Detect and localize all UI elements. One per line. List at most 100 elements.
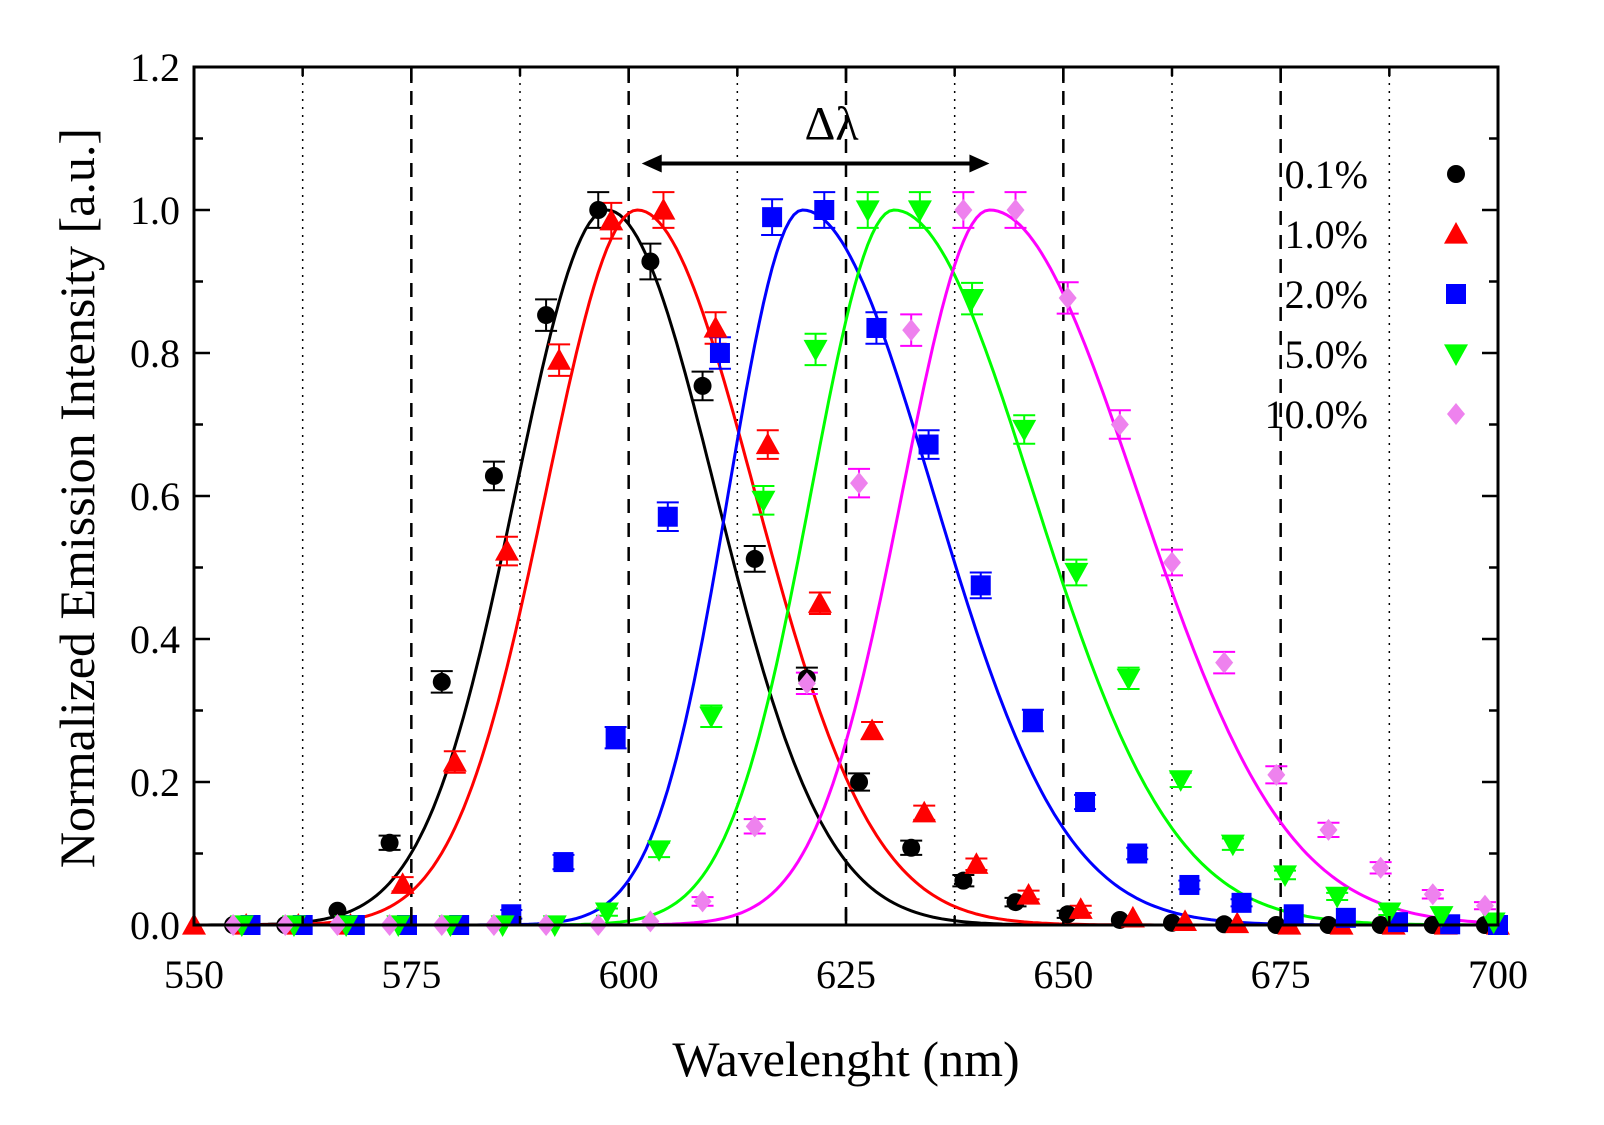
x-tick-label: 625 [816, 952, 876, 997]
y-tick-label: 0.0 [130, 903, 180, 948]
data-point-2.0% [814, 200, 835, 220]
x-tick-label: 650 [1033, 952, 1093, 997]
data-point-10.0% [954, 199, 973, 221]
data-point-10.0% [902, 319, 921, 342]
data-point-1.0% [442, 749, 467, 772]
data-point-10.0% [1215, 651, 1234, 674]
data-point-0.1% [693, 376, 712, 395]
axis-ticks [192, 65, 1500, 927]
data-point-5.0% [960, 289, 985, 311]
data-point-1.0% [651, 198, 676, 220]
data-point-10.0% [1058, 286, 1077, 309]
data-point-5.0% [1012, 419, 1037, 442]
data-point-0.1% [1006, 893, 1025, 912]
legend-label-0.1%: 0.1% [1285, 152, 1368, 197]
x-tick-label: 550 [164, 952, 224, 997]
data-point-2.0% [1179, 874, 1200, 895]
y-tick-label: 1.0 [130, 188, 180, 233]
arrow-head-left [641, 154, 662, 173]
legend-label-5.0%: 5.0% [1285, 332, 1368, 377]
data-point-2.0% [1283, 904, 1304, 925]
legend-marker-10.0% [1447, 403, 1465, 425]
legend-marker-1.0% [1444, 222, 1468, 244]
data-point-5.0% [1220, 834, 1245, 857]
legend-marker-0.1% [1447, 165, 1465, 183]
x-axis-label: Wavelenght (nm) [672, 1031, 1019, 1087]
data-point-5.0% [699, 706, 724, 729]
data-point-5.0% [1168, 770, 1193, 792]
data-point-1.0% [860, 718, 885, 741]
data-point-2.0% [1075, 792, 1096, 813]
data-point-0.1% [641, 252, 660, 271]
data-point-1.0% [1225, 911, 1250, 934]
legend-marker-5.0% [1444, 344, 1468, 366]
data-point-1.0% [1120, 905, 1145, 928]
data-point-10.0% [1006, 199, 1025, 221]
y-tick-label: 0.6 [130, 474, 180, 519]
data-point-1.0% [807, 591, 832, 613]
data-point-2.0% [1022, 710, 1043, 731]
data-point-0.1% [484, 466, 503, 485]
data-point-5.0% [1064, 562, 1089, 585]
x-tick-label: 675 [1251, 952, 1311, 997]
data-point-10.0% [1423, 883, 1442, 906]
data-point-0.1% [589, 201, 608, 219]
legend-label-10.0%: 10.0% [1265, 392, 1368, 437]
delta-lambda-label: Δλ [805, 98, 860, 151]
data-point-10.0% [1163, 551, 1181, 574]
legend: 0.1% 1.0% 2.0% 5.0% 10.0% [1265, 152, 1468, 437]
data-point-10.0% [641, 910, 660, 933]
data-point-1.0% [1068, 897, 1093, 919]
data-point-0.1% [745, 549, 764, 568]
x-tick-labels: 550 575 600 625 650 675 700 [164, 952, 1528, 997]
data-point-10.0% [850, 472, 869, 495]
data-point-5.0% [1116, 668, 1141, 691]
data-point-2.0% [709, 343, 730, 363]
data-point-10.0% [797, 672, 816, 695]
data-point-0.1% [380, 833, 399, 852]
y-tick-label: 0.8 [130, 331, 180, 376]
x-tick-label: 575 [381, 952, 441, 997]
data-point-5.0% [855, 200, 880, 222]
data-points [182, 198, 1510, 937]
data-point-2.0% [762, 207, 783, 228]
guide-lines [301, 67, 1391, 925]
data-point-1.0% [547, 348, 572, 370]
data-point-2.0% [1127, 843, 1148, 864]
data-point-10.0% [1475, 894, 1494, 917]
data-point-2.0% [553, 852, 574, 873]
data-point-1.0% [390, 872, 415, 894]
data-point-1.0% [755, 432, 780, 455]
y-tick-label: 0.2 [130, 760, 180, 805]
data-point-5.0% [803, 339, 828, 362]
data-point-10.0% [1319, 818, 1338, 841]
data-point-2.0% [918, 434, 939, 455]
data-point-5.0% [907, 200, 932, 222]
data-point-10.0% [745, 815, 764, 838]
data-point-0.1% [537, 306, 556, 325]
data-point-5.0% [751, 490, 776, 513]
data-point-1.0% [1016, 882, 1041, 905]
data-point-2.0% [657, 506, 678, 527]
data-point-10.0% [1371, 856, 1390, 879]
arrow-head-right [969, 154, 990, 173]
data-point-1.0% [703, 315, 728, 338]
y-tick-labels: 0.0 0.2 0.4 0.6 0.8 1.0 1.2 [130, 45, 180, 948]
data-point-10.0% [1267, 763, 1286, 786]
data-point-2.0% [1231, 892, 1252, 913]
data-point-0.1% [954, 871, 973, 890]
data-point-2.0% [866, 317, 887, 338]
data-point-5.0% [1273, 865, 1298, 887]
y-axis-label: Normalized Emission Intensity [a.u.] [49, 128, 105, 868]
data-point-2.0% [605, 727, 626, 748]
data-point-1.0% [912, 800, 937, 823]
data-point-1.0% [494, 539, 519, 561]
data-point-2.0% [970, 575, 991, 596]
x-tick-label: 700 [1468, 952, 1528, 997]
data-point-5.0% [594, 902, 619, 925]
data-point-10.0% [1110, 413, 1129, 436]
data-point-0.1% [432, 672, 451, 691]
delta-lambda-annotation: Δλ [641, 98, 990, 173]
legend-label-1.0%: 1.0% [1285, 212, 1368, 257]
